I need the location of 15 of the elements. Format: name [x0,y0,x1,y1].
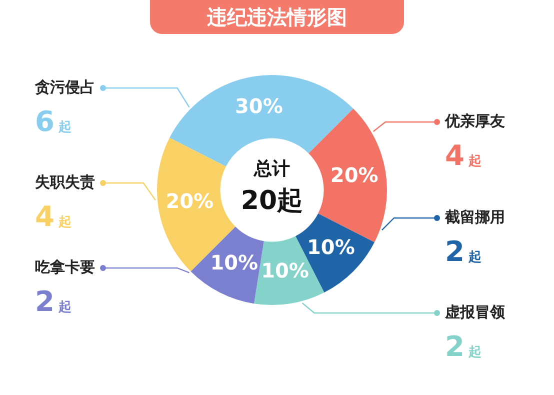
chart-title: 违纪违法情形图 [150,0,404,34]
data-label: 10% [261,258,309,283]
legend-label: 截留挪用 [444,208,505,226]
slice-label: 贪污侵占 [34,78,95,96]
legend-label: 虚报冒领 [444,302,506,321]
slice-label: 失职失责 [35,172,95,191]
data-label: 30% [235,94,283,118]
text: 总计 [253,158,290,180]
text: 20起 [240,186,304,216]
data-label: 20% [330,163,378,188]
data-label: 10% [210,250,258,274]
data-label: 20% [166,189,214,214]
data-label: 10% [307,235,355,260]
legend-label: 优亲厚友 [444,112,505,130]
slice-label: 吃拿卡要 [35,258,95,276]
